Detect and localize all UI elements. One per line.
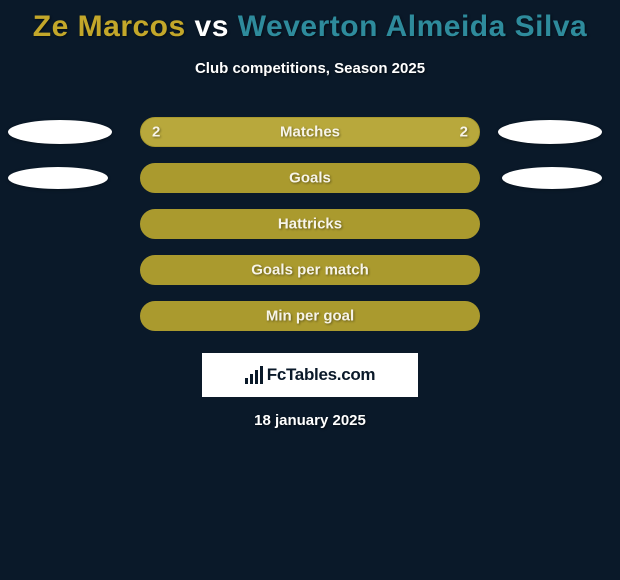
date-label: 18 january 2025	[254, 412, 366, 429]
player1-marker	[8, 120, 112, 144]
stat-row: Matches 2 2	[0, 117, 620, 147]
player2-marker	[498, 120, 602, 144]
stat-label: Min per goal	[266, 308, 354, 325]
vs-text: vs	[195, 10, 229, 43]
logo-text: FcTables.com	[267, 365, 376, 385]
page-title: Ze Marcos vs Weverton Almeida Silva	[0, 0, 620, 44]
stat-label: Goals per match	[251, 262, 369, 279]
stat-bar: Matches	[140, 117, 480, 147]
stat-value-right: 2	[460, 124, 468, 141]
player1-marker	[8, 167, 108, 189]
stat-value-left: 2	[152, 124, 160, 141]
subtitle: Club competitions, Season 2025	[0, 60, 620, 77]
stats-container: Matches 2 2 Goals Hattricks Goals per match Mi…	[0, 117, 620, 331]
stat-bar: Min per goal	[140, 301, 480, 331]
stat-row: Goals per match	[0, 255, 620, 285]
stat-bar: Hattricks	[140, 209, 480, 239]
barchart-icon	[245, 366, 263, 384]
stat-label: Matches	[280, 124, 340, 141]
player2-marker	[502, 167, 602, 189]
stat-row: Goals	[0, 163, 620, 193]
player2-name: Weverton Almeida Silva	[238, 10, 587, 43]
logo-box: FcTables.com	[202, 353, 418, 397]
stat-row: Min per goal	[0, 301, 620, 331]
stat-row: Hattricks	[0, 209, 620, 239]
stat-label: Hattricks	[278, 216, 342, 233]
player1-name: Ze Marcos	[33, 10, 186, 43]
stat-bar: Goals per match	[140, 255, 480, 285]
stat-label: Goals	[289, 170, 331, 187]
stat-bar: Goals	[140, 163, 480, 193]
